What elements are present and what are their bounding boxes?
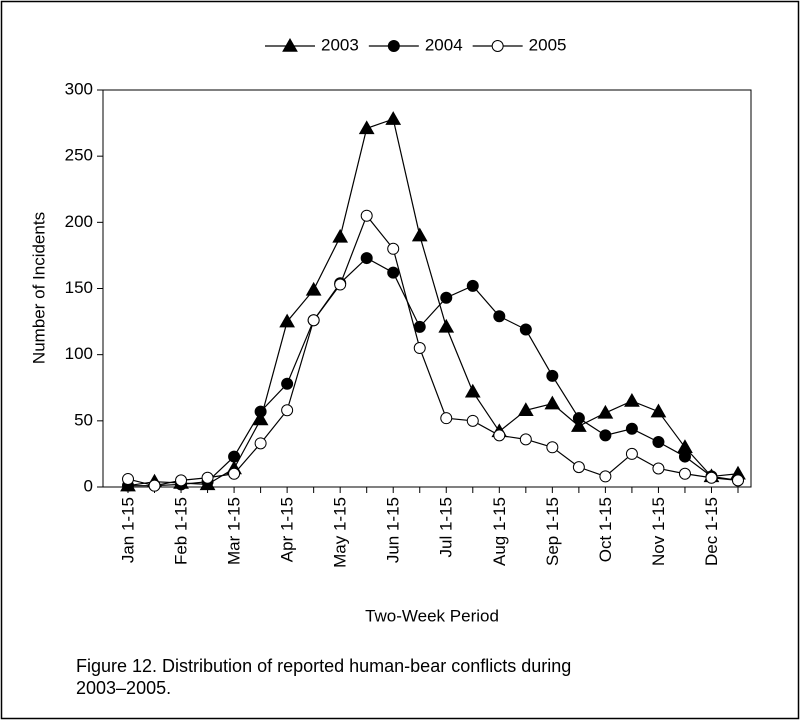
- x-tick-label: Jun 1-15: [384, 497, 403, 563]
- data-point: [387, 266, 400, 279]
- data-point: [228, 450, 241, 463]
- data-point: [281, 404, 294, 417]
- data-point: [360, 209, 373, 222]
- data-point: [599, 429, 612, 442]
- data-point: [254, 437, 267, 450]
- x-axis-label: Two-Week Period: [365, 606, 499, 625]
- x-tick-label: Nov 1-15: [649, 497, 668, 566]
- data-point: [705, 471, 718, 484]
- data-point: [201, 471, 214, 484]
- data-point: [464, 383, 481, 398]
- data-point: [122, 473, 134, 486]
- legend-marker: [491, 40, 504, 52]
- y-tick-label: 100: [65, 344, 93, 363]
- data-point: [281, 377, 294, 390]
- data-point: [175, 474, 188, 487]
- y-tick-label: 50: [74, 410, 93, 429]
- data-point: [650, 403, 667, 418]
- data-point: [732, 474, 744, 487]
- data-point: [546, 441, 559, 454]
- data-point: [332, 228, 349, 243]
- caption: Figure 12. Distribution of reported huma…: [76, 656, 572, 698]
- data-point: [572, 461, 585, 474]
- data-point: [438, 318, 455, 333]
- data-point: [413, 320, 426, 333]
- data-point: [466, 414, 479, 427]
- x-tick-label: Dec 1-15: [702, 497, 721, 566]
- data-point: [413, 342, 426, 355]
- x-tick-label: May 1-15: [331, 497, 350, 568]
- data-point: [571, 418, 587, 432]
- data-point: [358, 120, 375, 135]
- x-tick-label: Sep 1-15: [543, 497, 562, 566]
- data-point: [624, 392, 640, 407]
- data-point: [148, 479, 161, 492]
- plot-area: [102, 89, 752, 488]
- data-point: [652, 462, 665, 475]
- data-point: [305, 281, 322, 296]
- x-tick-label: Jan 1-15: [118, 497, 137, 563]
- x-tick-label: Aug 1-15: [490, 497, 509, 566]
- data-point: [360, 252, 373, 265]
- data-point: [678, 467, 691, 480]
- data-point: [625, 447, 638, 460]
- data-point: [625, 422, 638, 435]
- x-tick-label: Mar 1-15: [225, 497, 244, 565]
- x-tick-label: Apr 1-15: [278, 497, 297, 562]
- data-point: [493, 310, 506, 323]
- data-point: [678, 450, 691, 463]
- legend-label: 2005: [529, 35, 567, 54]
- y-tick-label: 300: [65, 79, 93, 98]
- data-point: [519, 433, 532, 446]
- data-point: [599, 470, 612, 483]
- data-point: [652, 436, 665, 449]
- data-point: [334, 278, 347, 291]
- data-point: [493, 429, 506, 442]
- data-point: [440, 412, 453, 425]
- data-point: [572, 412, 585, 425]
- data-point: [517, 402, 534, 416]
- data-point: [254, 405, 267, 418]
- x-tick-label: Feb 1-15: [172, 497, 191, 565]
- data-point: [466, 279, 479, 292]
- legend-marker: [387, 40, 400, 52]
- legend-label: 2003: [321, 35, 359, 54]
- data-point: [411, 227, 428, 242]
- series-line: [128, 257, 739, 487]
- legend-label: 2004: [425, 35, 463, 54]
- data-point: [546, 369, 559, 382]
- legend-marker: [282, 37, 298, 52]
- data-point: [279, 313, 295, 328]
- data-point: [597, 404, 614, 419]
- data-point: [519, 323, 532, 336]
- data-point: [385, 111, 402, 125]
- y-tick-label: 250: [65, 146, 93, 165]
- data-point: [440, 291, 453, 304]
- x-tick-label: Oct 1-15: [596, 497, 615, 562]
- data-point: [387, 242, 400, 255]
- y-tick-label: 200: [65, 212, 93, 231]
- data-point: [228, 467, 241, 480]
- data-point: [307, 314, 320, 327]
- y-tick-label: 150: [65, 278, 93, 297]
- series-line: [127, 118, 739, 487]
- y-axis-label: Number of Incidents: [29, 212, 48, 364]
- y-tick-label: 0: [84, 476, 93, 495]
- series-line: [127, 214, 739, 487]
- x-tick-label: Jul 1-15: [437, 497, 456, 557]
- data-point: [544, 395, 561, 410]
